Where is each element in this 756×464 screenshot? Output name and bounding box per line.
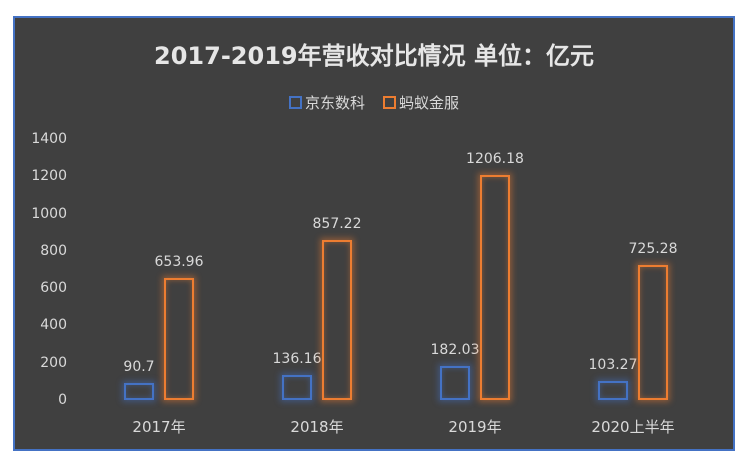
data-label: 1206.18 [466, 151, 524, 168]
data-label: 182.03 [430, 342, 480, 359]
data-label: 136.16 [272, 350, 322, 367]
legend-label: 京东数科 [304, 94, 365, 112]
bar-ant[interactable] [164, 278, 194, 400]
x-tick-label: 2017年 [132, 418, 186, 436]
bar-jd[interactable] [124, 383, 154, 400]
bar-ant[interactable] [638, 264, 668, 400]
bar-jd[interactable] [598, 380, 628, 400]
chart-area: 2017-2019年营收对比情况 单位：亿元 京东数科 蚂蚁金服 0 200 400… [13, 16, 735, 451]
y-tick-label: 200 [40, 354, 67, 371]
chart-title: 2017-2019年营收对比情况 单位：亿元 [154, 42, 594, 70]
legend-item-jd[interactable]: 京东数科 [288, 92, 365, 113]
y-tick-label: 1400 [31, 131, 67, 147]
legend-swatch-icon [383, 96, 396, 109]
bar-jd[interactable] [440, 366, 470, 400]
x-tick-label: 2020上半年 [591, 418, 675, 436]
legend-item-ant[interactable]: 蚂蚁金服 [383, 92, 459, 113]
bar-ant[interactable] [322, 240, 352, 400]
legend-label: 蚂蚁金服 [399, 94, 460, 112]
data-label: 90.7 [123, 359, 155, 376]
y-tick-label: 600 [40, 280, 67, 297]
bar-ant[interactable] [480, 175, 510, 400]
y-tick-label: 1000 [31, 205, 67, 222]
y-tick-label: 400 [40, 317, 67, 334]
data-label: 103.27 [588, 356, 638, 373]
y-tick-label: 800 [40, 242, 67, 259]
data-label: 653.96 [154, 254, 204, 271]
x-tick-label: 2018年 [290, 418, 344, 436]
bar-jd[interactable] [282, 374, 312, 400]
legend-swatch-icon [288, 96, 302, 109]
chart-legend: 京东数科 蚂蚁金服 [15, 92, 733, 113]
y-tick-label: 1200 [31, 168, 67, 185]
data-label: 857.22 [312, 216, 362, 233]
data-label: 725.28 [628, 240, 678, 257]
y-tick-label: 0 [58, 392, 67, 408]
x-tick-label: 2019年 [448, 418, 502, 436]
